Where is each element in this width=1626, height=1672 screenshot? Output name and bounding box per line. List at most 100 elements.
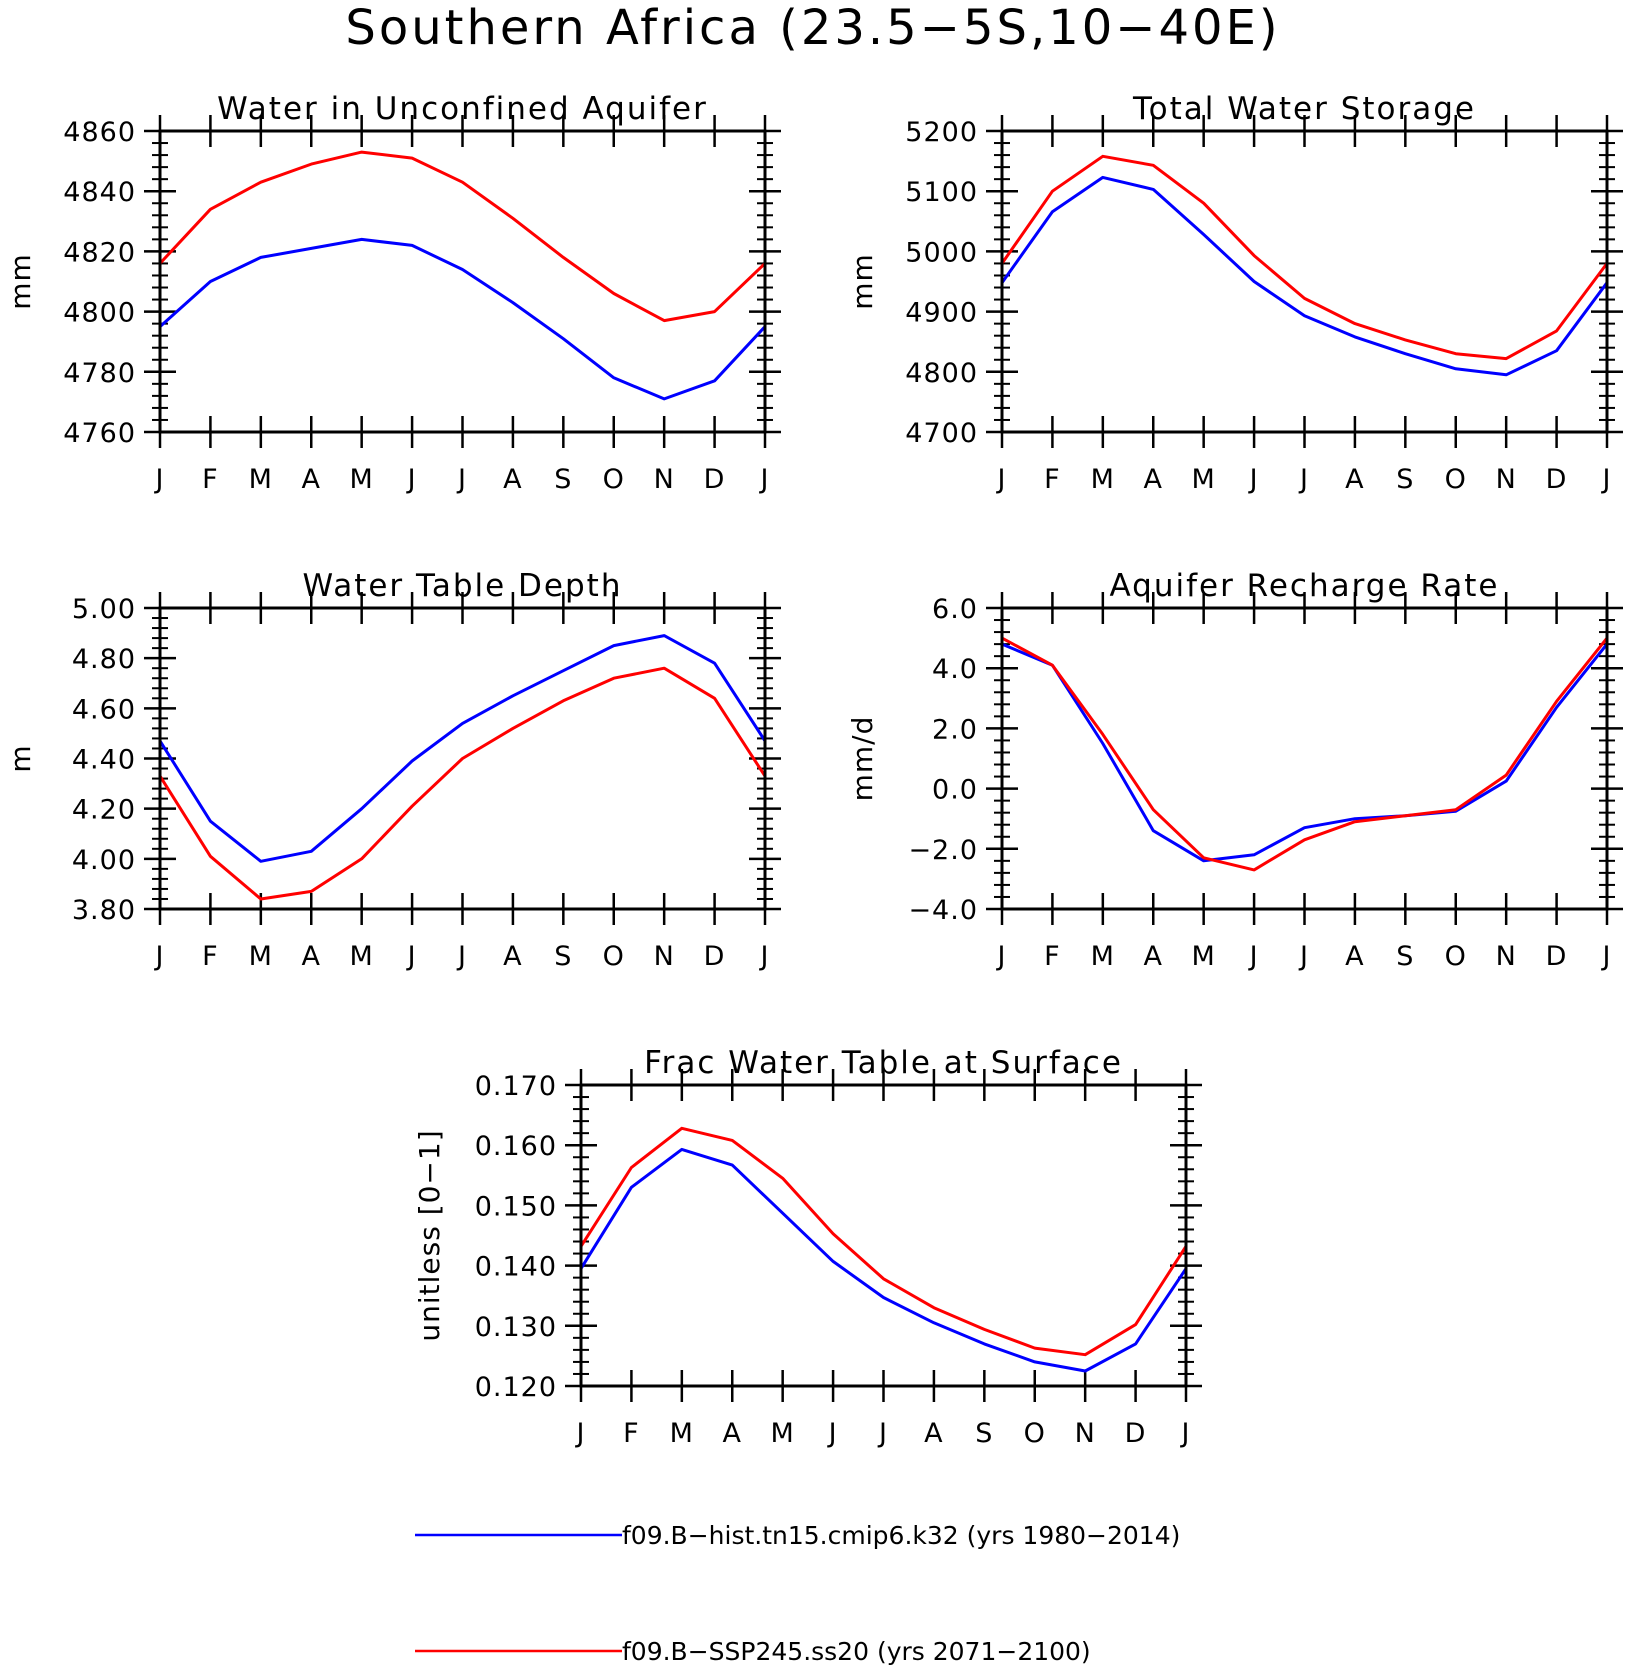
x-tick-label: S [1396,941,1414,972]
x-tick-label: F [1044,941,1061,972]
x-tick-label: M [1091,941,1115,972]
panel-2: Total Water Storage mm 4700 4800 4900 5000 510… [846,91,1623,495]
x-tick-label: J [1601,941,1612,972]
x-tick-label: J [996,941,1007,972]
panel-4: Aquifer Recharge Ratemm/d−4.0−2.00.02.04… [846,568,1623,972]
panels: Water in Unconfined Aquifermm47604780480… [4,91,1623,1449]
y-axis-label: unitless [0−1] [413,1129,446,1341]
x-tick-label: J [1298,464,1309,495]
x-tick-label: A [503,464,522,495]
x-tick-label: S [554,941,572,972]
x-tick-label: J [827,1418,838,1449]
x-tick-label: M [1192,941,1216,972]
x-tick-label: A [924,1418,943,1449]
x-tick-label: N [654,941,675,972]
series-line-hist [158,237,767,401]
y-tick-label: 2.0 [932,714,978,745]
x-tick-label: O [603,941,625,972]
x-tick-label: J [456,464,467,495]
series-line-ssp245 [158,150,767,323]
x-tick-label: J [759,464,770,495]
x-tick-label: M [350,464,374,495]
y-tick-label: 0.120 [475,1372,557,1403]
y-tick-label: 5100 [905,177,978,208]
x-tick-label: F [623,1418,640,1449]
x-tick-label: J [575,1418,586,1449]
x-tick-label: M [1091,464,1115,495]
plot-frame [579,1083,1188,1388]
y-axis-label: mm/d [846,716,879,802]
y-tick-label: 0.0 [932,775,978,806]
x-tick-label: D [704,464,726,495]
y-tick-label: 0.130 [475,1312,557,1343]
y-tick-label: 4.40 [72,745,136,776]
x-tick-label: A [1345,941,1364,972]
x-tick-label: J [456,941,467,972]
y-tick-label: 5200 [905,117,978,148]
x-tick-label: O [603,464,625,495]
y-axis-label: mm [846,253,879,310]
y-tick-label: 4.20 [72,795,136,826]
series-line-ssp245 [1000,154,1609,361]
plot-frame [1000,606,1609,911]
legend-item-2: f09.B−SSP245.ss20 (yrs 2071−2100) [415,1637,1091,1666]
y-axis-label: mm [4,253,37,310]
x-tick-label: N [1496,464,1517,495]
y-tick-label: 0.150 [475,1191,557,1222]
legend-label: f09.B−SSP245.ss20 (yrs 2071−2100) [622,1637,1091,1666]
series-line-ssp245 [158,666,767,901]
main-title: Southern Africa (23.5−5S,10−40E) [345,0,1280,56]
x-tick-label: J [406,464,417,495]
x-tick-label: N [1496,941,1517,972]
x-tick-label: A [723,1418,742,1449]
y-tick-label: 0.160 [475,1131,557,1162]
x-tick-label: J [877,1418,888,1449]
x-tick-label: A [302,941,321,972]
x-tick-label: A [302,464,321,495]
y-axis-label: m [4,744,37,772]
x-tick-label: O [1445,941,1467,972]
y-tick-label: 4.0 [932,654,978,685]
y-tick-label: 4860 [63,117,136,148]
series-line-ssp245 [1001,636,1609,872]
x-tick-label: M [771,1418,795,1449]
x-tick-label: O [1445,464,1467,495]
x-tick-label: S [975,1418,993,1449]
x-tick-label: A [503,941,522,972]
x-tick-label: N [654,464,675,495]
y-tick-label: 5.00 [72,594,136,625]
x-tick-label: J [1601,464,1612,495]
x-tick-label: S [554,464,572,495]
panel-title: Total Water Storage [1132,91,1476,127]
series-line-hist [1000,175,1609,377]
x-tick-label: M [249,941,273,972]
plot-frame [1000,129,1609,434]
x-tick-label: D [1546,941,1568,972]
x-tick-label: M [1192,464,1216,495]
x-tick-label: J [1298,941,1309,972]
panel-1: Water in Unconfined Aquifermm47604780480… [4,91,781,495]
x-tick-label: D [1125,1418,1147,1449]
plot-frame [158,606,767,911]
x-tick-label: J [1180,1418,1191,1449]
y-tick-label: 4800 [905,358,978,389]
y-tick-label: 4.00 [72,845,136,876]
y-tick-label: 4820 [63,237,136,268]
y-tick-label: 4840 [63,177,136,208]
x-tick-label: A [1345,464,1364,495]
x-tick-label: J [1248,464,1259,495]
x-tick-label: D [1546,464,1568,495]
x-tick-label: M [249,464,273,495]
x-tick-label: O [1024,1418,1046,1449]
x-tick-label: F [1044,464,1061,495]
y-tick-label: 0.170 [475,1071,557,1102]
x-tick-label: M [350,941,374,972]
x-tick-label: M [670,1418,694,1449]
x-tick-label: J [154,464,165,495]
y-tick-label: 4800 [63,298,136,329]
x-tick-label: J [406,941,417,972]
x-tick-label: D [704,941,726,972]
x-tick-label: N [1075,1418,1096,1449]
